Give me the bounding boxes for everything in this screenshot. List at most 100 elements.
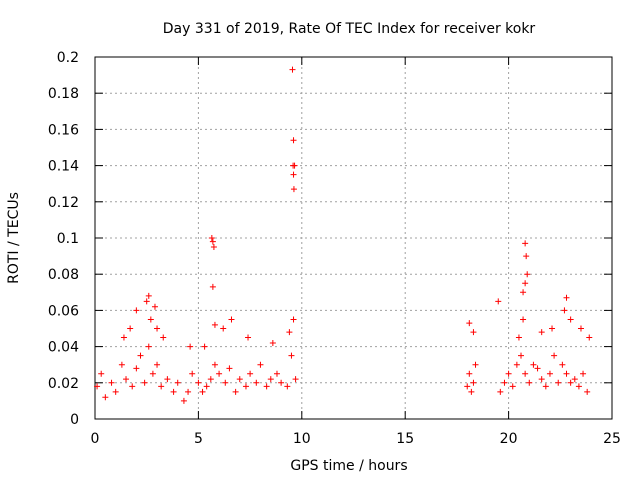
data-point (133, 307, 140, 314)
data-point (211, 361, 218, 368)
data-point (575, 383, 582, 390)
data-point (513, 361, 520, 368)
data-point (149, 370, 156, 377)
data-point (154, 361, 161, 368)
data-point (207, 376, 214, 383)
data-point (538, 376, 545, 383)
data-point (559, 361, 566, 368)
x-tick-label: 10 (293, 431, 311, 447)
data-point (501, 379, 508, 386)
y-tick-label: 0.18 (48, 86, 79, 102)
data-point (522, 280, 529, 287)
data-point (526, 379, 533, 386)
data-point (98, 370, 105, 377)
data-point (584, 388, 591, 395)
data-point (94, 383, 101, 390)
y-tick-label: 0.16 (48, 122, 79, 138)
data-point (253, 379, 260, 386)
data-point (289, 66, 296, 73)
data-point (273, 370, 280, 377)
data-point (524, 271, 531, 278)
grid-lines (95, 57, 612, 419)
data-point (120, 334, 127, 341)
data-point (278, 379, 285, 386)
data-point (567, 316, 574, 323)
x-tick-label: 20 (500, 431, 518, 447)
data-point (102, 394, 109, 401)
y-tick-label: 0.06 (48, 303, 79, 319)
data-point (580, 370, 587, 377)
data-point (470, 329, 477, 336)
data-point (468, 388, 475, 395)
data-point (269, 339, 276, 346)
data-point (210, 244, 217, 251)
data-point (472, 361, 479, 368)
x-axis-label: GPS time / hours (290, 458, 407, 474)
data-point (160, 334, 167, 341)
data-point (497, 388, 504, 395)
data-point (505, 370, 512, 377)
data-point (466, 370, 473, 377)
data-point (174, 379, 181, 386)
data-point (288, 352, 295, 359)
data-point (189, 370, 196, 377)
data-points (94, 66, 593, 404)
data-point (201, 343, 208, 350)
data-point (290, 316, 297, 323)
data-point (145, 292, 152, 299)
data-point (538, 329, 545, 336)
data-point (263, 383, 270, 390)
data-point (577, 325, 584, 332)
data-point (209, 283, 216, 290)
data-point (123, 376, 130, 383)
data-point (199, 388, 206, 395)
data-point (522, 240, 529, 247)
x-tick-label: 0 (91, 431, 100, 447)
data-point (520, 316, 527, 323)
data-point (236, 376, 243, 383)
x-tick-label: 5 (194, 431, 203, 447)
data-point (534, 365, 541, 372)
data-point (226, 365, 233, 372)
data-point (470, 379, 477, 386)
data-point (216, 370, 223, 377)
y-tick-label: 0.2 (57, 50, 79, 66)
y-tick-label: 0 (70, 412, 79, 428)
data-point (522, 370, 529, 377)
data-point (147, 316, 154, 323)
data-point (209, 238, 216, 245)
data-point (292, 376, 299, 383)
data-point (141, 379, 148, 386)
data-point (290, 186, 297, 193)
data-point (542, 383, 549, 390)
data-point (208, 235, 215, 241)
data-point (267, 376, 274, 383)
data-point (195, 379, 202, 386)
data-point (145, 343, 152, 350)
y-axis-label: ROTI / TECUs (6, 192, 22, 284)
data-point (129, 383, 136, 390)
data-point (170, 388, 177, 395)
data-point (523, 253, 530, 260)
data-point (108, 379, 115, 386)
data-point (509, 383, 516, 390)
y-tick-labels: 0 0.02 0.04 0.06 0.08 0.1 0.12 0.14 0.16 0.18 0.2 (48, 50, 79, 428)
data-point (247, 370, 254, 377)
data-point (567, 379, 574, 386)
data-point (284, 383, 291, 390)
data-point (290, 162, 297, 169)
data-point (555, 379, 562, 386)
data-point (151, 303, 158, 310)
data-point (546, 370, 553, 377)
data-point (561, 307, 568, 314)
data-point (220, 325, 227, 332)
data-point (495, 298, 502, 305)
data-point (290, 137, 297, 144)
data-point (154, 325, 161, 332)
data-point (164, 376, 171, 383)
data-point (466, 320, 473, 327)
data-point (242, 383, 249, 390)
data-point (257, 361, 264, 368)
x-tick-labels: 0 5 10 15 20 25 (91, 431, 621, 447)
y-tick-label: 0.1 (57, 231, 79, 247)
